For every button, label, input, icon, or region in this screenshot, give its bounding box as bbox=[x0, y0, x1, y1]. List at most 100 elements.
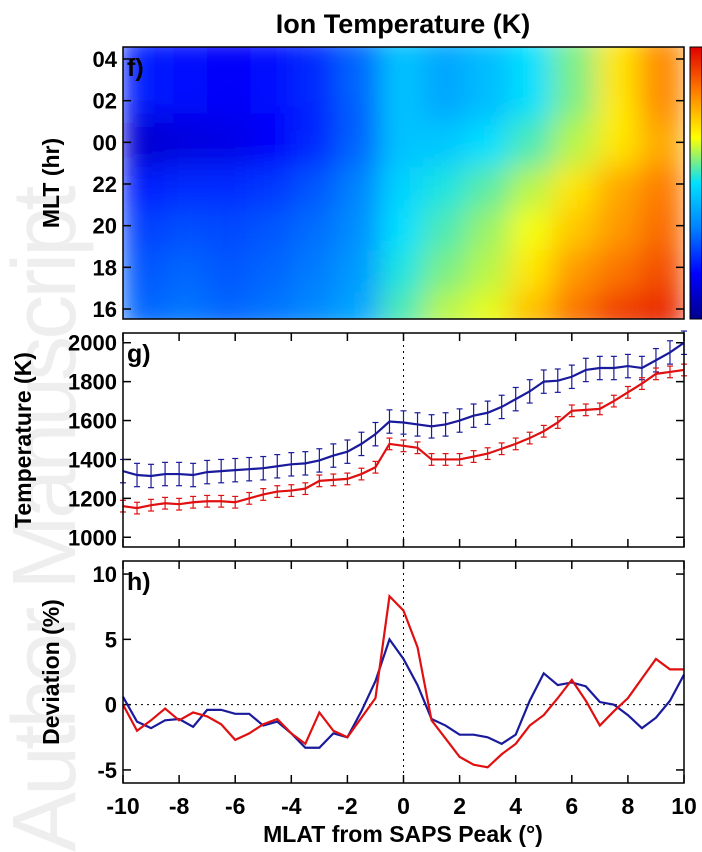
heatmap-cell bbox=[164, 242, 212, 292]
panel-label-g: g) bbox=[127, 340, 151, 368]
heatmap-cell bbox=[336, 47, 384, 114]
temperature-frame bbox=[122, 332, 685, 548]
temperature-ylabel: Temperature (K) bbox=[10, 352, 36, 528]
heatmap-ytick-label: 22 bbox=[93, 172, 117, 197]
ytick-label: 2000 bbox=[68, 331, 117, 356]
heatmap-cell bbox=[207, 117, 255, 167]
xtick-label: 4 bbox=[509, 793, 522, 819]
heatmap-cell bbox=[423, 47, 471, 114]
heatmap-cell bbox=[552, 159, 600, 209]
panel-h-deviation: -5 0 5 10 -10 -8 -6 -4 -2 0 2 4 6 8 10 h) Deviation (%… bbox=[38, 560, 697, 847]
ytick-label: 1000 bbox=[68, 525, 117, 550]
heatmap-cell bbox=[250, 242, 298, 292]
heatmap-cell bbox=[207, 201, 255, 251]
heatmap-cell bbox=[164, 47, 212, 114]
heatmap-ytick-label: 18 bbox=[93, 255, 117, 280]
ytick-label: -5 bbox=[97, 758, 117, 783]
heatmap-cell bbox=[250, 201, 298, 251]
heatmap-cell bbox=[293, 117, 341, 167]
series-line-2 bbox=[122, 368, 685, 510]
chart-title: Ion Temperature (K) bbox=[276, 9, 531, 39]
xtick-label: -2 bbox=[337, 793, 357, 819]
xtick-label: 2 bbox=[453, 793, 466, 819]
heatmap-frame bbox=[122, 46, 685, 320]
heatmap-cell bbox=[123, 47, 169, 114]
heatmap-cell bbox=[423, 117, 471, 167]
heatmap-ytick-label: 02 bbox=[93, 89, 117, 114]
heatmap-cell bbox=[552, 242, 600, 292]
heatmap-y-ticks: 16 18 20 22 00 02 04 bbox=[93, 47, 684, 322]
heatmap-cell bbox=[466, 201, 514, 251]
xtick-label: -8 bbox=[169, 793, 190, 819]
heatmap-cell bbox=[250, 159, 298, 209]
series-line-1 bbox=[122, 636, 685, 749]
heatmap-cell bbox=[423, 242, 471, 292]
heatmap-cell bbox=[552, 47, 600, 114]
heatmap-cell bbox=[552, 201, 600, 251]
heatmap-cell bbox=[207, 47, 255, 114]
x-axis-label: MLAT from SAPS Peak (°) bbox=[263, 821, 543, 847]
heatmap-cell bbox=[552, 117, 600, 167]
heatmap-cell bbox=[164, 159, 212, 209]
heatmap-cell bbox=[466, 117, 514, 167]
xtick-label: 8 bbox=[622, 793, 635, 819]
deviation-ylabel: Deviation (%) bbox=[38, 599, 64, 745]
heatmap-cell bbox=[250, 47, 298, 114]
heatmap-cell bbox=[509, 201, 557, 251]
heatmap-cell bbox=[379, 47, 428, 114]
xtick-label: -6 bbox=[225, 793, 245, 819]
xtick-label: -10 bbox=[106, 793, 139, 819]
heatmap-cell bbox=[509, 242, 557, 292]
ytick-label: 1600 bbox=[68, 409, 117, 434]
heatmap-ylabel: MLT (hr) bbox=[38, 138, 64, 228]
ytick-label: 0 bbox=[105, 693, 117, 718]
heatmap-cell bbox=[509, 159, 557, 209]
ytick-label: 1200 bbox=[68, 486, 117, 511]
ytick-label: 1800 bbox=[68, 370, 117, 395]
heatmap-cell bbox=[379, 159, 428, 209]
heatmap-cell bbox=[336, 117, 384, 167]
series-line-2 bbox=[122, 593, 684, 769]
panel-label-h: h) bbox=[127, 568, 151, 596]
heatmap-ytick-label: 04 bbox=[93, 47, 118, 72]
heatmap-cell bbox=[638, 47, 684, 114]
heatmap-cell bbox=[466, 47, 514, 114]
ytick-label: 10 bbox=[93, 562, 117, 587]
ytick-label: 5 bbox=[105, 627, 117, 652]
deviation-plot-area: -5 0 5 10 -10 -8 -6 -4 -2 0 2 4 6 8 10 bbox=[93, 561, 697, 819]
heatmap-cell bbox=[293, 201, 341, 251]
heatmap-cell bbox=[293, 47, 341, 114]
heatmap-cell bbox=[595, 47, 643, 114]
heatmap-cell bbox=[379, 201, 428, 251]
heatmap-cell bbox=[164, 201, 212, 251]
heatmap-cells bbox=[123, 47, 684, 319]
heatmap-cell bbox=[595, 117, 643, 167]
heatmap-cell bbox=[207, 242, 255, 292]
heatmap-cell bbox=[379, 117, 428, 167]
heatmap-cell bbox=[293, 159, 341, 209]
heatmap-cell bbox=[466, 159, 514, 209]
heatmap-cell bbox=[509, 117, 557, 167]
heatmap-cell bbox=[250, 117, 298, 167]
heatmap-cell bbox=[379, 242, 428, 292]
heatmap-cell bbox=[423, 201, 471, 251]
panel-f-heatmap: 16 18 20 22 00 02 04 f) MLT (hr) bbox=[38, 46, 702, 322]
heatmap-cell bbox=[207, 159, 255, 209]
panel-g-temperature: 1000 1200 1400 1600 1800 2000 g) Temperature … bbox=[10, 330, 687, 550]
heatmap-cell bbox=[336, 201, 384, 251]
heatmap-cell bbox=[293, 242, 341, 292]
xtick-label: 0 bbox=[397, 793, 410, 819]
heatmap-cell bbox=[509, 47, 557, 114]
heatmap-cell bbox=[164, 117, 212, 167]
heatmap-cell bbox=[466, 242, 514, 292]
series-line-1 bbox=[122, 341, 685, 478]
heatmap-cell bbox=[423, 159, 471, 209]
ytick-label: 1400 bbox=[68, 447, 117, 472]
heatmap-cell bbox=[336, 159, 384, 209]
temperature-plot-area: 1000 1200 1400 1600 1800 2000 bbox=[68, 330, 687, 550]
colorbar bbox=[689, 46, 702, 320]
deviation-frame bbox=[122, 560, 685, 784]
heatmap-ytick-label: 00 bbox=[93, 130, 117, 155]
xtick-label: -4 bbox=[281, 793, 302, 819]
